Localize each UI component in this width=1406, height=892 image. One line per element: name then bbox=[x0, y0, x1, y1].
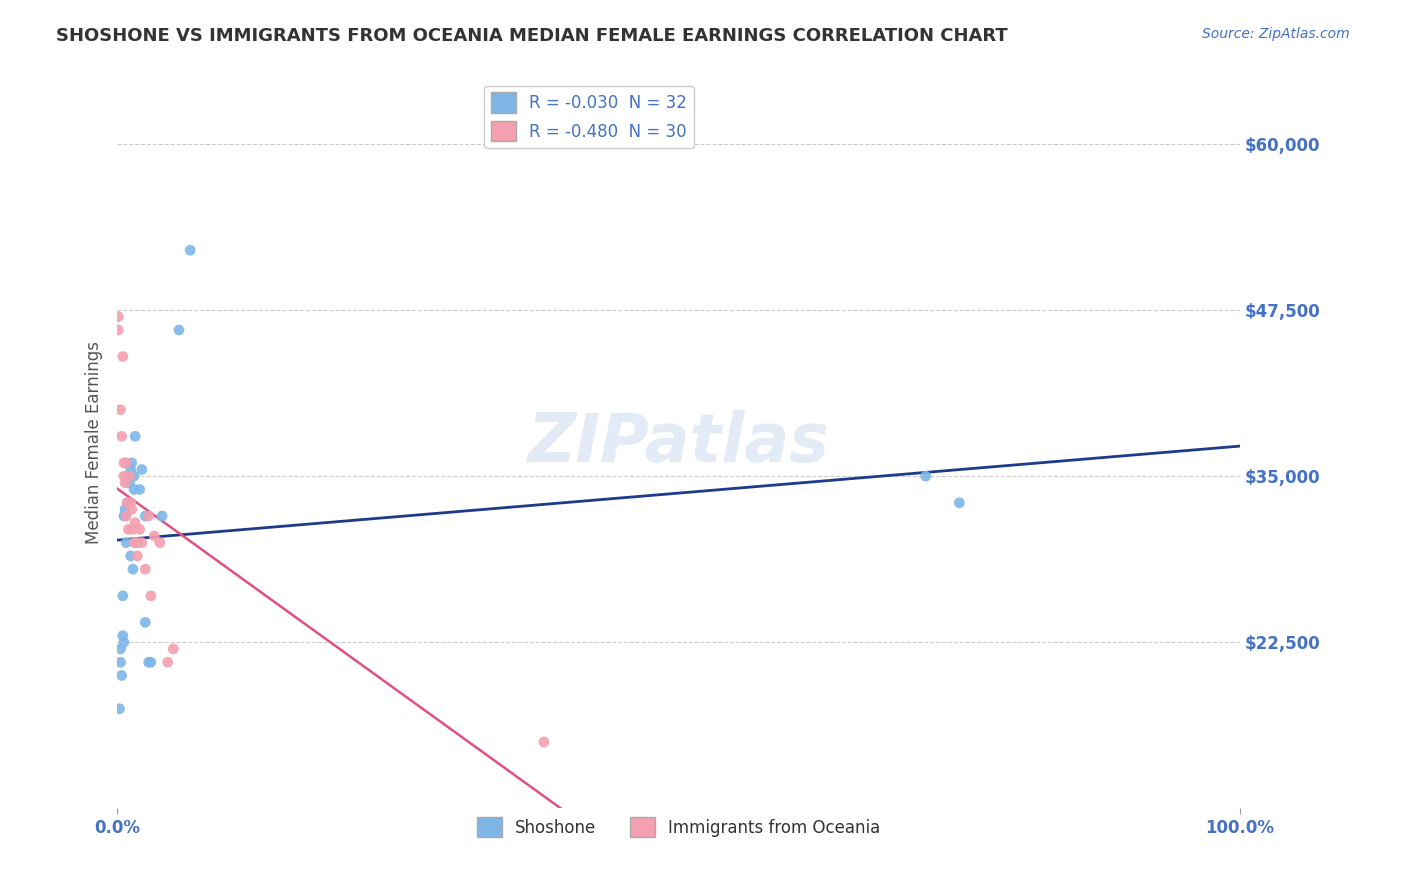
Point bbox=[138, 509, 160, 524]
Point bbox=[122, 469, 145, 483]
Point bbox=[107, 310, 129, 324]
Point bbox=[118, 469, 141, 483]
Point bbox=[143, 529, 166, 543]
Point bbox=[533, 735, 555, 749]
Text: ZIPatlas: ZIPatlas bbox=[527, 410, 830, 476]
Point bbox=[138, 655, 160, 669]
Point bbox=[122, 535, 145, 549]
Point bbox=[139, 655, 162, 669]
Point bbox=[128, 483, 150, 497]
Text: SHOSHONE VS IMMIGRANTS FROM OCEANIA MEDIAN FEMALE EARNINGS CORRELATION CHART: SHOSHONE VS IMMIGRANTS FROM OCEANIA MEDI… bbox=[56, 27, 1008, 45]
Point bbox=[139, 589, 162, 603]
Point bbox=[162, 642, 184, 657]
Point bbox=[112, 635, 135, 649]
Point bbox=[914, 469, 936, 483]
Point bbox=[122, 562, 145, 576]
Point bbox=[111, 350, 134, 364]
Point bbox=[121, 502, 143, 516]
Point bbox=[111, 629, 134, 643]
Point bbox=[110, 402, 132, 417]
Point bbox=[114, 475, 136, 490]
Point bbox=[134, 562, 156, 576]
Point bbox=[117, 522, 139, 536]
Point bbox=[117, 496, 139, 510]
Point bbox=[122, 522, 145, 536]
Point bbox=[120, 549, 142, 563]
Point bbox=[115, 535, 138, 549]
Point bbox=[120, 496, 142, 510]
Point bbox=[149, 535, 172, 549]
Point bbox=[117, 469, 139, 483]
Point bbox=[124, 516, 146, 530]
Point bbox=[115, 456, 138, 470]
Point bbox=[115, 509, 138, 524]
Point bbox=[112, 456, 135, 470]
Point bbox=[150, 509, 173, 524]
Point bbox=[110, 655, 132, 669]
Point bbox=[114, 502, 136, 516]
Point bbox=[112, 509, 135, 524]
Point bbox=[127, 535, 149, 549]
Point bbox=[111, 429, 134, 443]
Point bbox=[112, 469, 135, 483]
Point bbox=[110, 642, 132, 657]
Point bbox=[167, 323, 190, 337]
Point bbox=[124, 429, 146, 443]
Point bbox=[111, 668, 134, 682]
Point bbox=[118, 475, 141, 490]
Point bbox=[122, 483, 145, 497]
Point bbox=[948, 496, 970, 510]
Point bbox=[120, 462, 142, 476]
Point bbox=[179, 244, 201, 258]
Point bbox=[131, 535, 153, 549]
Point bbox=[121, 456, 143, 470]
Point bbox=[117, 496, 139, 510]
Point bbox=[111, 589, 134, 603]
Y-axis label: Median Female Earnings: Median Female Earnings bbox=[86, 342, 103, 544]
Point bbox=[134, 615, 156, 630]
Point bbox=[125, 535, 148, 549]
Legend: Shoshone, Immigrants from Oceania: Shoshone, Immigrants from Oceania bbox=[470, 810, 887, 844]
Point bbox=[128, 522, 150, 536]
Point bbox=[131, 462, 153, 476]
Point bbox=[107, 323, 129, 337]
Point bbox=[127, 549, 149, 563]
Point bbox=[108, 702, 131, 716]
Text: Source: ZipAtlas.com: Source: ZipAtlas.com bbox=[1202, 27, 1350, 41]
Point bbox=[156, 655, 179, 669]
Point bbox=[134, 509, 156, 524]
